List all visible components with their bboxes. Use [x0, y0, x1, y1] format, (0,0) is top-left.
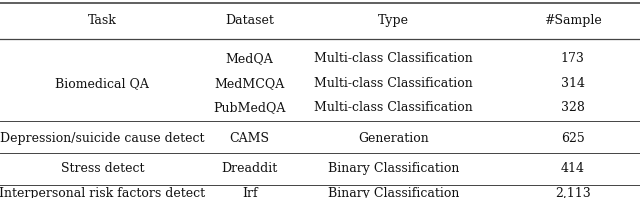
- Text: 2,113: 2,113: [555, 187, 591, 198]
- Text: Irf: Irf: [242, 187, 257, 198]
- Text: Binary Classification: Binary Classification: [328, 162, 460, 175]
- Text: Generation: Generation: [358, 131, 429, 145]
- Text: 328: 328: [561, 101, 585, 114]
- Text: PubMedQA: PubMedQA: [213, 101, 286, 114]
- Text: Multi-class Classification: Multi-class Classification: [314, 77, 473, 90]
- Text: 414: 414: [561, 162, 585, 175]
- Text: Biomedical QA: Biomedical QA: [56, 77, 149, 90]
- Text: Stress detect: Stress detect: [61, 162, 144, 175]
- Text: Interpersonal risk factors detect: Interpersonal risk factors detect: [0, 187, 205, 198]
- Text: 625: 625: [561, 131, 585, 145]
- Text: Dreaddit: Dreaddit: [221, 162, 278, 175]
- Text: 173: 173: [561, 52, 585, 65]
- Text: Binary Classification: Binary Classification: [328, 187, 460, 198]
- Text: 314: 314: [561, 77, 585, 90]
- Text: Multi-class Classification: Multi-class Classification: [314, 101, 473, 114]
- Text: Task: Task: [88, 14, 117, 27]
- Text: Multi-class Classification: Multi-class Classification: [314, 52, 473, 65]
- Text: Dataset: Dataset: [225, 14, 274, 27]
- Text: CAMS: CAMS: [230, 131, 269, 145]
- Text: MedMCQA: MedMCQA: [214, 77, 285, 90]
- Text: Depression/suicide cause detect: Depression/suicide cause detect: [0, 131, 205, 145]
- Text: Type: Type: [378, 14, 409, 27]
- Text: #Sample: #Sample: [544, 14, 602, 27]
- Text: MedQA: MedQA: [226, 52, 273, 65]
